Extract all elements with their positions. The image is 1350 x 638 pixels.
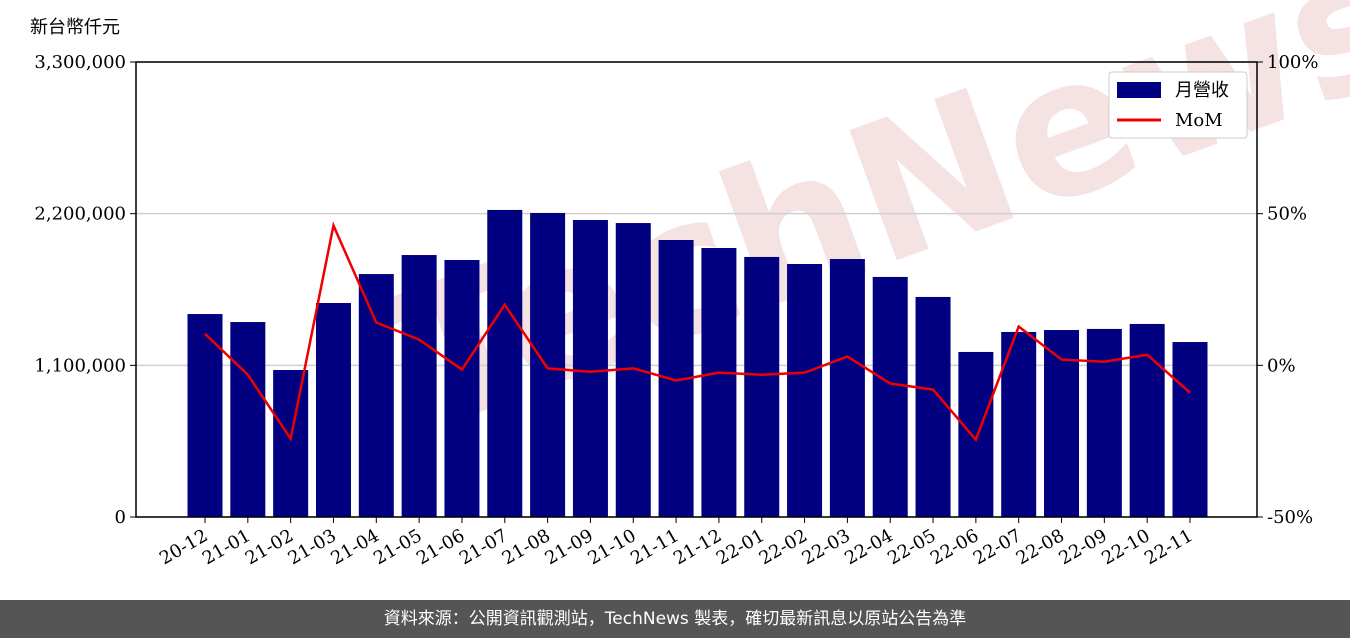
y2-tick-label: -50% bbox=[1267, 507, 1313, 528]
y-tick-label: 1,100,000 bbox=[34, 355, 126, 376]
bar bbox=[572, 220, 608, 517]
x-tick-label: 21-10 bbox=[584, 525, 639, 569]
chart: TechNews 新台幣仟元 01,100,0002,200,0003,300,… bbox=[30, 0, 1350, 569]
x-tick-label: 22-02 bbox=[756, 525, 811, 569]
x-tick-label: 22-04 bbox=[841, 525, 896, 569]
x-tick-label: 22-01 bbox=[713, 525, 768, 569]
bar bbox=[1172, 342, 1208, 517]
footer: 資料來源：公開資訊觀測站，TechNews 製表，確切最新訊息以原站公告為準 bbox=[0, 600, 1350, 638]
legend-label: MoM bbox=[1175, 110, 1223, 131]
plot-frame bbox=[135, 61, 1258, 518]
bar bbox=[530, 212, 566, 517]
x-tick-label: 22-03 bbox=[798, 525, 853, 569]
bar bbox=[872, 276, 908, 517]
x-tick-label: 22-08 bbox=[1013, 525, 1068, 569]
bar bbox=[401, 255, 437, 517]
bar bbox=[187, 314, 223, 517]
bar bbox=[829, 259, 865, 517]
x-tick-label: 21-01 bbox=[199, 525, 254, 569]
y2-tick-label: 100% bbox=[1267, 52, 1318, 73]
bar bbox=[1086, 328, 1122, 517]
bar bbox=[958, 351, 994, 517]
bar bbox=[787, 263, 823, 517]
x-tick-label: 21-12 bbox=[670, 525, 725, 569]
bar bbox=[915, 296, 951, 517]
legend-label: 月營收 bbox=[1175, 80, 1229, 101]
x-tick-label: 22-07 bbox=[970, 525, 1025, 569]
x-tick-label: 21-09 bbox=[541, 525, 596, 569]
x-tick-label: 21-07 bbox=[456, 525, 511, 569]
x-tick-label: 21-05 bbox=[370, 525, 425, 569]
x-tick-label: 21-04 bbox=[327, 525, 382, 569]
bar bbox=[315, 303, 351, 517]
y-tick-label: 0 bbox=[115, 507, 126, 528]
x-tick-label: 21-06 bbox=[413, 525, 468, 569]
bar bbox=[273, 370, 309, 517]
x-tick-label: 20-12 bbox=[156, 525, 211, 569]
bar bbox=[701, 247, 737, 518]
x-tick-label: 21-02 bbox=[242, 525, 297, 569]
bar bbox=[358, 274, 394, 517]
x-tick-label: 21-08 bbox=[499, 525, 554, 569]
x-tick-label: 22-05 bbox=[884, 525, 939, 569]
x-tick-label: 22-06 bbox=[927, 525, 982, 569]
x-tick-label: 21-11 bbox=[627, 525, 682, 569]
x-tick-label: 22-10 bbox=[1098, 525, 1153, 569]
bar bbox=[1001, 331, 1037, 517]
bar bbox=[444, 259, 480, 517]
bar bbox=[487, 209, 523, 517]
bar bbox=[1129, 323, 1165, 517]
line bbox=[204, 221, 1191, 443]
bar bbox=[230, 322, 266, 517]
bar bbox=[744, 256, 780, 517]
x-tick-label: 21-03 bbox=[285, 525, 340, 569]
y2-tick-label: 0% bbox=[1267, 355, 1296, 376]
x-tick-label: 22-09 bbox=[1055, 525, 1110, 569]
y-axis-label: 新台幣仟元 bbox=[30, 17, 120, 38]
y-tick-label: 2,200,000 bbox=[34, 204, 126, 225]
legend-swatch bbox=[1117, 82, 1161, 98]
x-tick-label: 22-11 bbox=[1141, 525, 1196, 569]
y-tick-label: 3,300,000 bbox=[34, 52, 126, 73]
y2-tick-label: 50% bbox=[1267, 204, 1307, 225]
